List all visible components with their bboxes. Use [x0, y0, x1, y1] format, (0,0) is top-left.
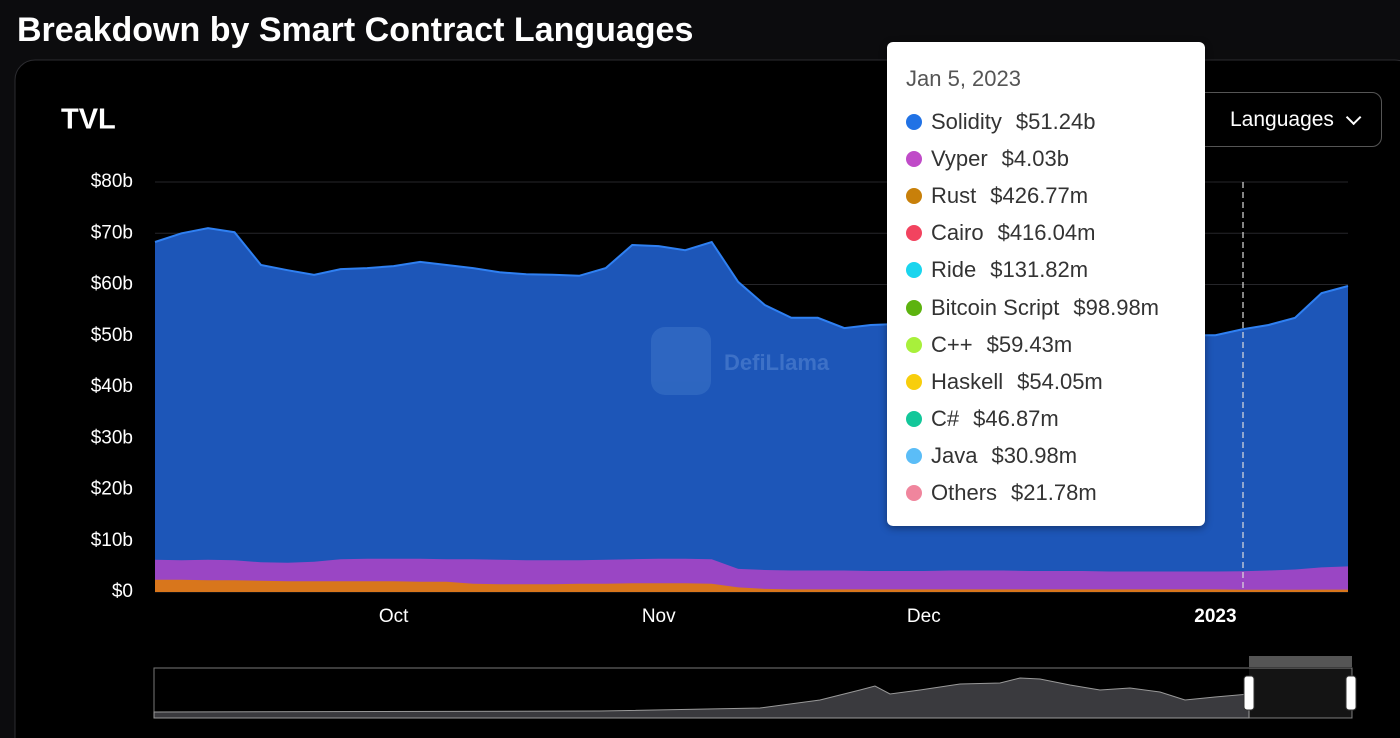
legend-dot [906, 448, 922, 465]
watermark: DefiLlama [651, 327, 830, 395]
legend-value: $21.78m [1011, 480, 1097, 506]
minimap-handle-right[interactable] [1345, 675, 1357, 711]
minimap-handle-left[interactable] [1243, 675, 1255, 711]
legend-name: Java [931, 443, 978, 469]
y-tick-label: $10b [91, 530, 133, 551]
legend-dot [906, 373, 922, 390]
legend-dot [906, 262, 922, 279]
legend-value: $30.98m [991, 443, 1078, 469]
x-tick-label: Dec [907, 606, 941, 627]
legend-dot [906, 485, 922, 502]
tooltip: Jan 5, 2023 Solidity $51.24b Vyper $4.03b Ru… [887, 42, 1205, 526]
page-title: Breakdown by Smart Contract Languages [17, 11, 693, 49]
legend-name: Solidity [931, 108, 1002, 134]
x-axis: Oct Nov Dec 2023 [379, 606, 1237, 627]
minimap-selection[interactable] [1249, 668, 1352, 718]
legend-value: $131.82m [990, 257, 1089, 283]
tooltip-item: Java $30.98m [906, 438, 1205, 475]
y-tick-label: $0 [112, 581, 133, 602]
legend-name: Cairo [931, 220, 984, 246]
y-tick-label: $80b [91, 171, 133, 192]
legend-name: Rust [931, 182, 977, 208]
tooltip-items: Solidity $51.24b Vyper $4.03b Rust $426.77m Ca… [906, 103, 1205, 512]
legend-value: $59.43m [986, 331, 1073, 357]
legend-value: $51.24b [1015, 108, 1096, 134]
y-tick-label: $70b [91, 222, 133, 243]
x-tick-label: Nov [642, 606, 676, 627]
y-tick-label: $50b [91, 325, 133, 346]
legend-dot [906, 225, 922, 242]
tooltip-item: Haskell $54.05m [906, 363, 1205, 400]
legend-value: $416.04m [997, 220, 1096, 246]
tooltip-item: Bitcoin Script $98.98m [906, 289, 1205, 326]
tooltip-item: Solidity $51.24b [906, 103, 1205, 140]
legend-value: $46.87m [973, 406, 1059, 432]
tooltip-item: Rust $426.77m [906, 177, 1205, 214]
legend-value: $426.77m [990, 182, 1089, 208]
legend-name: Bitcoin Script [931, 294, 1060, 320]
panel-title: TVL [61, 104, 116, 136]
tooltip-item: Others $21.78m [906, 475, 1205, 512]
tooltip-item: Vyper $4.03b [906, 140, 1205, 177]
tooltip-date: Jan 5, 2023 [906, 66, 1021, 91]
tooltip-item: Ride $131.82m [906, 252, 1205, 289]
legend-value: $4.03b [1001, 145, 1069, 171]
legend-value: $54.05m [1017, 368, 1103, 394]
watermark-icon [651, 327, 711, 395]
legend-name: Haskell [931, 368, 1004, 394]
y-tick-label: $40b [91, 376, 133, 397]
languages-selector[interactable]: Languages [1195, 92, 1382, 147]
x-tick-label: Oct [379, 606, 409, 627]
selector-label: Languages [1230, 107, 1334, 131]
legend-dot [906, 113, 922, 130]
legend-name: Vyper [931, 145, 988, 171]
legend-name: Ride [931, 257, 977, 283]
legend-dot [906, 150, 922, 167]
tooltip-item: Cairo $416.04m [906, 215, 1205, 252]
watermark-text: DefiLlama [724, 350, 830, 375]
legend-dot [906, 299, 922, 316]
legend-dot [906, 187, 922, 204]
area [155, 579, 1348, 592]
chevron-icon [1345, 109, 1362, 126]
legend-name: C++ [931, 331, 973, 357]
legend-dot [906, 411, 922, 428]
minimap [153, 656, 1357, 719]
y-tick-label: $30b [91, 427, 133, 448]
y-tick-label: $20b [91, 479, 133, 500]
legend-name: C# [931, 406, 960, 432]
tooltip-item: C++ $59.43m [906, 326, 1205, 363]
legend-dot [906, 336, 922, 353]
tooltip-item: C# $46.87m [906, 401, 1205, 438]
x-tick-label: 2023 [1194, 606, 1236, 627]
y-tick-label: $60b [91, 274, 133, 295]
legend-value: $98.98m [1073, 294, 1160, 320]
minimap-silhouette [153, 677, 1250, 719]
legend-name: Others [931, 480, 998, 506]
minimap-drag-bar[interactable] [1249, 656, 1352, 667]
